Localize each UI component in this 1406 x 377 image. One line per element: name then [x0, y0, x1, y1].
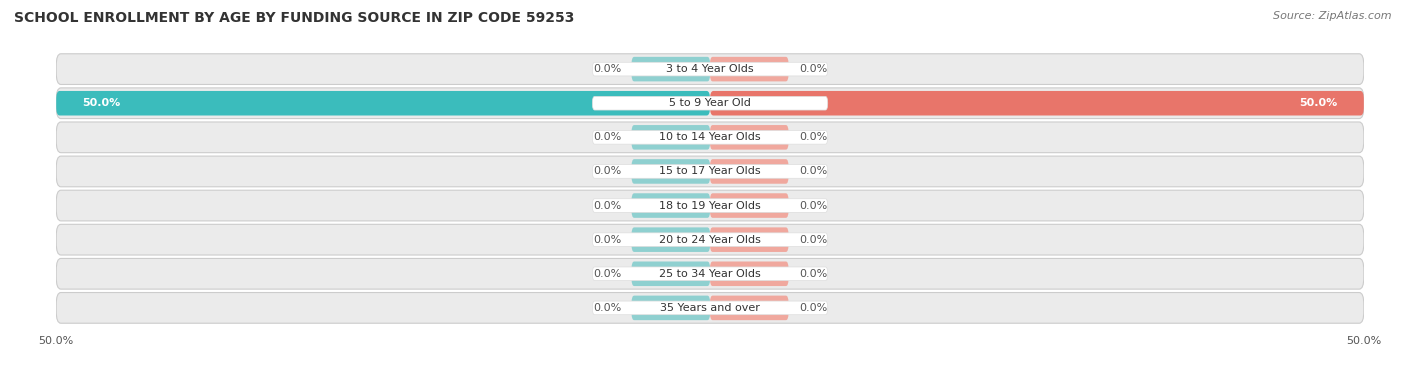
FancyBboxPatch shape — [631, 262, 710, 286]
Text: 3 to 4 Year Olds: 3 to 4 Year Olds — [666, 64, 754, 74]
FancyBboxPatch shape — [56, 54, 1364, 84]
FancyBboxPatch shape — [592, 267, 828, 280]
FancyBboxPatch shape — [592, 233, 828, 247]
FancyBboxPatch shape — [631, 193, 710, 218]
Text: 0.0%: 0.0% — [799, 64, 827, 74]
Text: 50.0%: 50.0% — [1299, 98, 1337, 108]
FancyBboxPatch shape — [56, 258, 1364, 289]
Text: 0.0%: 0.0% — [593, 166, 621, 176]
Text: 0.0%: 0.0% — [593, 303, 621, 313]
Text: Source: ZipAtlas.com: Source: ZipAtlas.com — [1274, 11, 1392, 21]
FancyBboxPatch shape — [56, 224, 1364, 255]
FancyBboxPatch shape — [631, 227, 710, 252]
Text: 0.0%: 0.0% — [593, 269, 621, 279]
FancyBboxPatch shape — [592, 62, 828, 76]
Text: 0.0%: 0.0% — [593, 201, 621, 211]
Text: 0.0%: 0.0% — [799, 303, 827, 313]
FancyBboxPatch shape — [631, 125, 710, 150]
FancyBboxPatch shape — [56, 91, 710, 115]
Text: 0.0%: 0.0% — [799, 234, 827, 245]
Text: 0.0%: 0.0% — [593, 234, 621, 245]
FancyBboxPatch shape — [56, 293, 1364, 323]
Text: 10 to 14 Year Olds: 10 to 14 Year Olds — [659, 132, 761, 143]
Text: 0.0%: 0.0% — [799, 132, 827, 143]
FancyBboxPatch shape — [631, 159, 710, 184]
FancyBboxPatch shape — [710, 57, 789, 81]
Text: 20 to 24 Year Olds: 20 to 24 Year Olds — [659, 234, 761, 245]
FancyBboxPatch shape — [56, 122, 1364, 153]
FancyBboxPatch shape — [592, 97, 828, 110]
Text: 35 Years and over: 35 Years and over — [659, 303, 761, 313]
Text: 0.0%: 0.0% — [593, 132, 621, 143]
FancyBboxPatch shape — [56, 156, 1364, 187]
FancyBboxPatch shape — [710, 262, 789, 286]
Text: 18 to 19 Year Olds: 18 to 19 Year Olds — [659, 201, 761, 211]
FancyBboxPatch shape — [56, 190, 1364, 221]
FancyBboxPatch shape — [710, 227, 789, 252]
FancyBboxPatch shape — [631, 296, 710, 320]
Text: 5 to 9 Year Old: 5 to 9 Year Old — [669, 98, 751, 108]
Text: 50.0%: 50.0% — [83, 98, 121, 108]
Text: 0.0%: 0.0% — [799, 201, 827, 211]
FancyBboxPatch shape — [592, 130, 828, 144]
FancyBboxPatch shape — [592, 199, 828, 212]
FancyBboxPatch shape — [592, 165, 828, 178]
FancyBboxPatch shape — [56, 88, 1364, 119]
FancyBboxPatch shape — [710, 91, 1364, 115]
FancyBboxPatch shape — [710, 159, 789, 184]
FancyBboxPatch shape — [710, 296, 789, 320]
Text: SCHOOL ENROLLMENT BY AGE BY FUNDING SOURCE IN ZIP CODE 59253: SCHOOL ENROLLMENT BY AGE BY FUNDING SOUR… — [14, 11, 575, 25]
Text: 25 to 34 Year Olds: 25 to 34 Year Olds — [659, 269, 761, 279]
Text: 0.0%: 0.0% — [593, 64, 621, 74]
Text: 0.0%: 0.0% — [799, 269, 827, 279]
Text: 0.0%: 0.0% — [799, 166, 827, 176]
FancyBboxPatch shape — [631, 57, 710, 81]
FancyBboxPatch shape — [592, 301, 828, 315]
FancyBboxPatch shape — [710, 193, 789, 218]
Text: 15 to 17 Year Olds: 15 to 17 Year Olds — [659, 166, 761, 176]
FancyBboxPatch shape — [710, 125, 789, 150]
